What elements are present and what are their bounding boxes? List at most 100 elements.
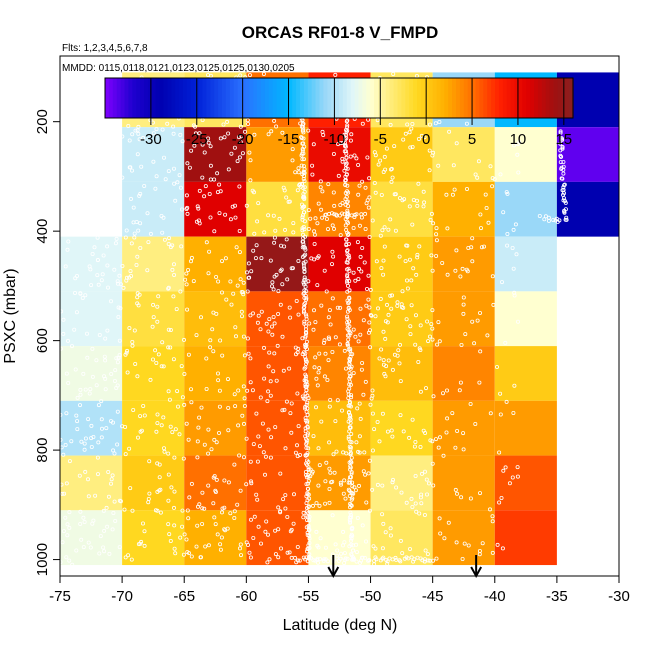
flight-track-point	[293, 352, 298, 357]
flight-track-point	[348, 510, 353, 515]
flight-track-point	[247, 550, 252, 555]
flight-track-point	[232, 145, 237, 150]
flight-track-point	[281, 497, 286, 502]
flight-track-point	[254, 243, 259, 248]
flight-track-point	[261, 72, 266, 77]
flight-track-point	[324, 216, 329, 221]
flight-track-point	[413, 439, 418, 444]
flight-track-point	[96, 403, 101, 408]
flight-track-point	[404, 317, 409, 322]
flight-track-point	[343, 182, 348, 187]
flight-track-point	[478, 212, 483, 217]
flight-track-point	[147, 459, 152, 464]
flight-track-point	[348, 538, 353, 543]
flight-track-point	[193, 131, 198, 136]
flight-track-point	[99, 417, 104, 422]
heatmap-cell	[60, 346, 123, 401]
flight-track-point	[255, 320, 260, 325]
x-tick-label: -40	[484, 588, 506, 605]
flight-track-point	[211, 501, 216, 506]
colorbar-swatch	[218, 78, 223, 118]
colorbar-swatch	[284, 78, 289, 118]
flight-track-point	[505, 191, 510, 196]
flight-track-point	[200, 490, 205, 495]
flight-track-point	[260, 421, 265, 426]
flight-track-point	[209, 447, 214, 452]
flight-track-point	[74, 310, 79, 315]
heatmap-cell	[494, 127, 557, 182]
flight-track-point	[202, 150, 207, 155]
flight-track-point	[266, 389, 271, 394]
flight-track-point	[98, 534, 103, 539]
flight-track-point	[345, 320, 350, 325]
flight-track-point	[430, 461, 435, 466]
flight-track-point	[154, 174, 159, 179]
flight-track-point	[302, 227, 307, 232]
flight-track-point	[354, 559, 359, 564]
flight-track-point	[85, 355, 90, 360]
flight-track-point	[308, 474, 313, 479]
flight-track-point	[314, 529, 319, 534]
flight-track-point	[302, 366, 307, 371]
flight-track-point	[347, 493, 352, 498]
flight-track-point	[138, 221, 143, 226]
flight-track-point	[259, 309, 264, 314]
flight-track-point	[372, 562, 377, 567]
colorbar-swatch	[401, 78, 406, 118]
colorbar-swatch	[264, 78, 270, 118]
flight-track-point	[208, 163, 213, 168]
flight-track-point	[273, 425, 278, 430]
colorbar-swatch	[288, 78, 293, 118]
flight-track-point	[221, 122, 226, 127]
heatmap-cell	[494, 400, 557, 456]
flight-track-point	[94, 383, 99, 388]
flight-track-point	[141, 135, 146, 140]
heatmap-cell	[370, 400, 433, 456]
flight-track-point	[168, 539, 173, 544]
flight-track-point	[64, 411, 69, 416]
flight-track-point	[418, 444, 423, 449]
flight-track-point	[140, 521, 145, 526]
flight-track-point	[424, 477, 429, 482]
flight-track-point	[61, 317, 66, 322]
flight-track-point	[490, 514, 495, 519]
flight-track-point	[250, 388, 255, 393]
flight-track-point	[155, 412, 160, 417]
flight-track-point	[161, 155, 166, 160]
flight-track-point	[222, 478, 227, 483]
flight-track-point	[564, 217, 569, 222]
flight-track-point	[347, 324, 352, 329]
colorbar-swatch	[155, 78, 161, 118]
flight-track-point	[83, 293, 88, 298]
colorbar-swatch	[268, 78, 274, 118]
colorbar-swatch	[245, 78, 250, 118]
flight-track-point	[79, 439, 84, 444]
colorbar-swatch	[381, 78, 387, 118]
flight-track-point	[240, 151, 245, 156]
flight-track-point	[166, 472, 171, 477]
flight-track-point	[263, 529, 268, 534]
colorbar-swatch	[409, 78, 414, 118]
flight-track-point	[67, 525, 72, 530]
flight-track-point	[218, 136, 223, 141]
flight-track-point	[378, 233, 383, 238]
flight-track-point	[338, 305, 343, 310]
flight-track-point	[345, 166, 350, 171]
flight-track-point	[223, 212, 228, 217]
flight-track-point	[352, 153, 357, 158]
colorbar-swatch	[495, 78, 500, 118]
flight-track-point	[248, 517, 253, 522]
flight-track-point	[117, 338, 122, 343]
flight-track-point	[344, 119, 349, 124]
heatmap-cell	[184, 400, 247, 456]
flight-track-point	[245, 289, 250, 294]
flight-track-point	[303, 416, 308, 421]
flight-track-point	[282, 407, 287, 412]
colorbar-swatch	[459, 78, 465, 118]
flight-track-point	[117, 273, 122, 278]
flight-track-point	[262, 472, 267, 477]
flight-track-point	[316, 446, 321, 451]
flight-track-point	[155, 304, 160, 309]
flight-track-point	[305, 486, 310, 491]
flight-track-point	[398, 559, 403, 564]
